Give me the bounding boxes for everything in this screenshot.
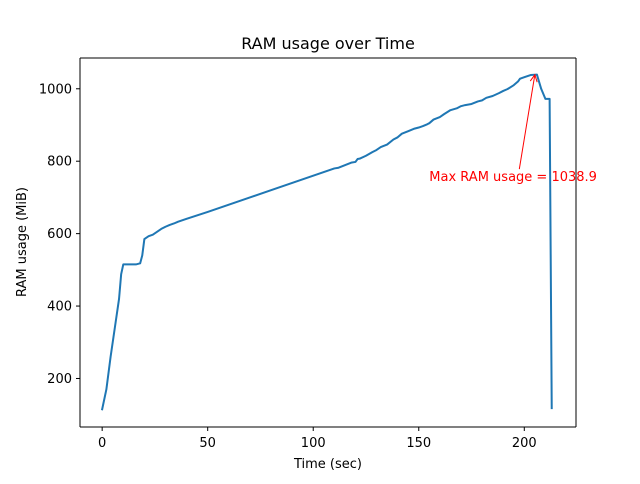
x-tick-label: 150 bbox=[406, 436, 431, 451]
chart-title: RAM usage over Time bbox=[241, 34, 415, 53]
plot-area bbox=[80, 58, 576, 427]
y-axis-label: RAM usage (MiB) bbox=[15, 187, 30, 297]
y-tick-label: 400 bbox=[47, 300, 72, 315]
annotation-arrow bbox=[518, 75, 536, 170]
y-tick-label: 800 bbox=[47, 155, 72, 170]
x-tick-label: 100 bbox=[301, 436, 326, 451]
annotation-arrowhead bbox=[529, 73, 538, 83]
max-ram-annotation: Max RAM usage = 1038.9 bbox=[429, 170, 597, 185]
annotation-layer: Max RAM usage = 1038.9 bbox=[429, 73, 597, 185]
series-layer bbox=[100, 73, 553, 411]
x-tick-label: 50 bbox=[199, 436, 216, 451]
y-axis-ticks: 200 400 600 800 1000 bbox=[39, 82, 80, 387]
x-tick-label: 200 bbox=[512, 436, 537, 451]
y-tick-label: 600 bbox=[47, 227, 72, 242]
x-axis-label: Time (sec) bbox=[293, 457, 362, 472]
x-axis-ticks: 0 50 100 150 200 bbox=[98, 427, 537, 451]
x-tick-label: 0 bbox=[98, 436, 106, 451]
y-tick-label: 1000 bbox=[39, 82, 72, 97]
series-line bbox=[100, 73, 553, 411]
y-tick-label: 200 bbox=[47, 372, 72, 387]
